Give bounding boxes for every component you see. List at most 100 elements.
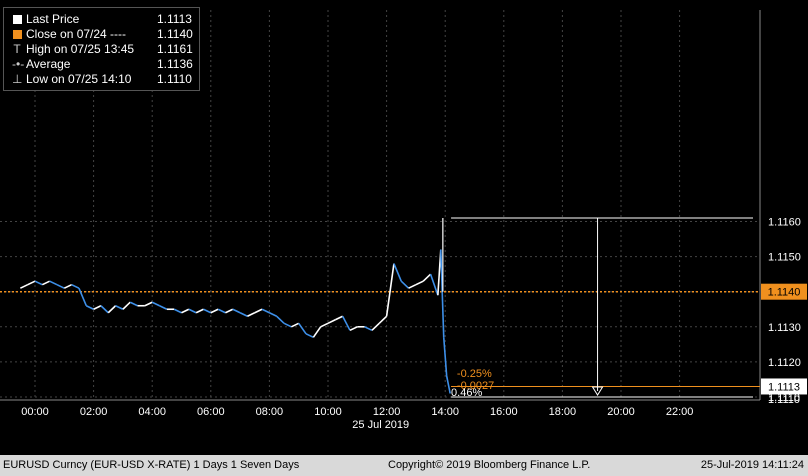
legend-value: 1.1136: [157, 57, 193, 71]
legend-value: 1.1140: [157, 27, 193, 41]
x-tick-label: 04:00: [138, 406, 166, 418]
price-segment: [378, 315, 388, 324]
price-segment: [107, 305, 117, 314]
x-date-label: 25 Jul 2019: [352, 419, 409, 431]
price-segment: [27, 280, 36, 286]
price-segment: [320, 322, 329, 328]
price-segment: [232, 308, 241, 314]
price-segment: [151, 301, 160, 307]
legend-label: Average: [26, 57, 71, 71]
price-segment: [129, 301, 138, 307]
high-marker-icon: T: [13, 42, 21, 56]
price-segment: [144, 301, 153, 307]
price-segment: [122, 301, 131, 310]
range-arrow-head: [591, 386, 604, 396]
price-segment: [429, 273, 439, 296]
y-tick-label: 1.1120: [768, 357, 801, 369]
chart-marks: [0, 217, 760, 394]
low-label: 1.1110: [768, 394, 800, 406]
y-tick-label: 1.1110: [768, 392, 800, 404]
price-segment: [408, 283, 417, 289]
x-tick-label: 02:00: [80, 406, 108, 418]
last-price-label: 1.1113: [768, 381, 800, 393]
legend-value: 1.1161: [157, 42, 193, 56]
price-segment: [327, 319, 336, 325]
low-marker-icon: ⊥: [12, 72, 23, 86]
price-segment: [422, 273, 432, 282]
legend-label: Last Price: [26, 12, 80, 26]
x-tick-label: 16:00: [490, 406, 518, 418]
x-tick-label: 10:00: [314, 406, 342, 418]
legend-label: Close on 07/24 ----: [26, 27, 127, 41]
x-tick-label: 08:00: [256, 406, 284, 418]
price-segment: [312, 326, 322, 338]
price-segment: [442, 337, 448, 377]
legend-value: 1.1110: [157, 72, 192, 86]
legend-item-last-price[interactable]: Last Price 1.1113: [12, 12, 192, 27]
range-percent-label: 0.46%: [451, 387, 482, 399]
price-segment: [269, 312, 278, 317]
price-segment: [305, 333, 314, 339]
price-segment: [283, 322, 292, 328]
price-segment: [93, 305, 102, 310]
legend-label: Low on 07/25 14:10: [26, 72, 132, 86]
price-segment: [100, 305, 109, 314]
price-segment: [291, 322, 300, 328]
price-segment: [393, 263, 402, 282]
price-segment: [261, 308, 270, 314]
legend-item-high[interactable]: T High on 07/25 13:45 1.1161: [12, 42, 192, 57]
price-segment: [349, 326, 358, 332]
price-segment: [195, 308, 204, 314]
price-segment: [71, 283, 80, 289]
price-segment: [159, 305, 168, 310]
footer-copyright: Copyright© 2019 Bloomberg Finance L.P.: [388, 459, 591, 471]
x-tick-label: 22:00: [666, 406, 694, 418]
legend-square-icon: [12, 27, 22, 42]
price-segment: [445, 375, 451, 394]
y-tick-label: 1.1160: [768, 217, 801, 229]
price-segment: [63, 283, 72, 289]
price-segment: [415, 280, 424, 286]
price-segment: [371, 322, 380, 331]
y-tick-label: 1.1130: [768, 322, 801, 334]
price-segment: [115, 305, 124, 310]
average-line-icon: -•-: [12, 57, 25, 71]
price-segment: [440, 249, 445, 338]
price-segment: [385, 263, 395, 317]
close-reference-badge: [761, 283, 807, 300]
y-tick-label: 1.1150: [768, 252, 801, 264]
change-percent-label: -0.25%: [457, 368, 492, 380]
price-segment: [85, 305, 94, 310]
legend-square-icon: [12, 12, 22, 27]
price-segment: [56, 283, 65, 289]
price-segment: [254, 308, 263, 314]
legend-item-average[interactable]: -•- Average 1.1136: [12, 57, 193, 72]
x-tick-label: 20:00: [607, 406, 635, 418]
price-segment: [400, 280, 410, 289]
price-segment: [173, 308, 182, 314]
price-segment: [181, 308, 190, 314]
price-segment: [34, 280, 43, 286]
price-segment: [341, 315, 351, 331]
price-segment: [217, 308, 226, 314]
x-tick-label: 00:00: [21, 406, 49, 418]
price-segment: [78, 287, 88, 307]
x-tick-label: 18:00: [549, 406, 577, 418]
price-segment: [247, 312, 256, 317]
footer-bar: EURUSD Curncy (EUR-USD X-RATE) 1 Days 1 …: [0, 455, 808, 476]
price-segment: [334, 315, 343, 321]
footer-timestamp: 25-Jul-2019 14:11:24: [700, 459, 804, 471]
legend-item-low[interactable]: ⊥ Low on 07/25 14:10 1.1110: [12, 72, 192, 87]
price-segment: [225, 308, 234, 314]
price-segment: [276, 315, 285, 324]
price-segment: [49, 280, 58, 286]
x-tick-label: 06:00: [197, 406, 225, 418]
price-segment: [298, 322, 307, 335]
price-segment: [364, 326, 373, 332]
legend-label: High on 07/25 13:45: [26, 42, 135, 56]
price-segment: [188, 308, 197, 314]
legend-item-close[interactable]: Close on 07/24 ---- 1.1140: [12, 27, 193, 42]
price-segment: [239, 312, 248, 317]
change-abs-label: -0.0027: [457, 380, 494, 392]
